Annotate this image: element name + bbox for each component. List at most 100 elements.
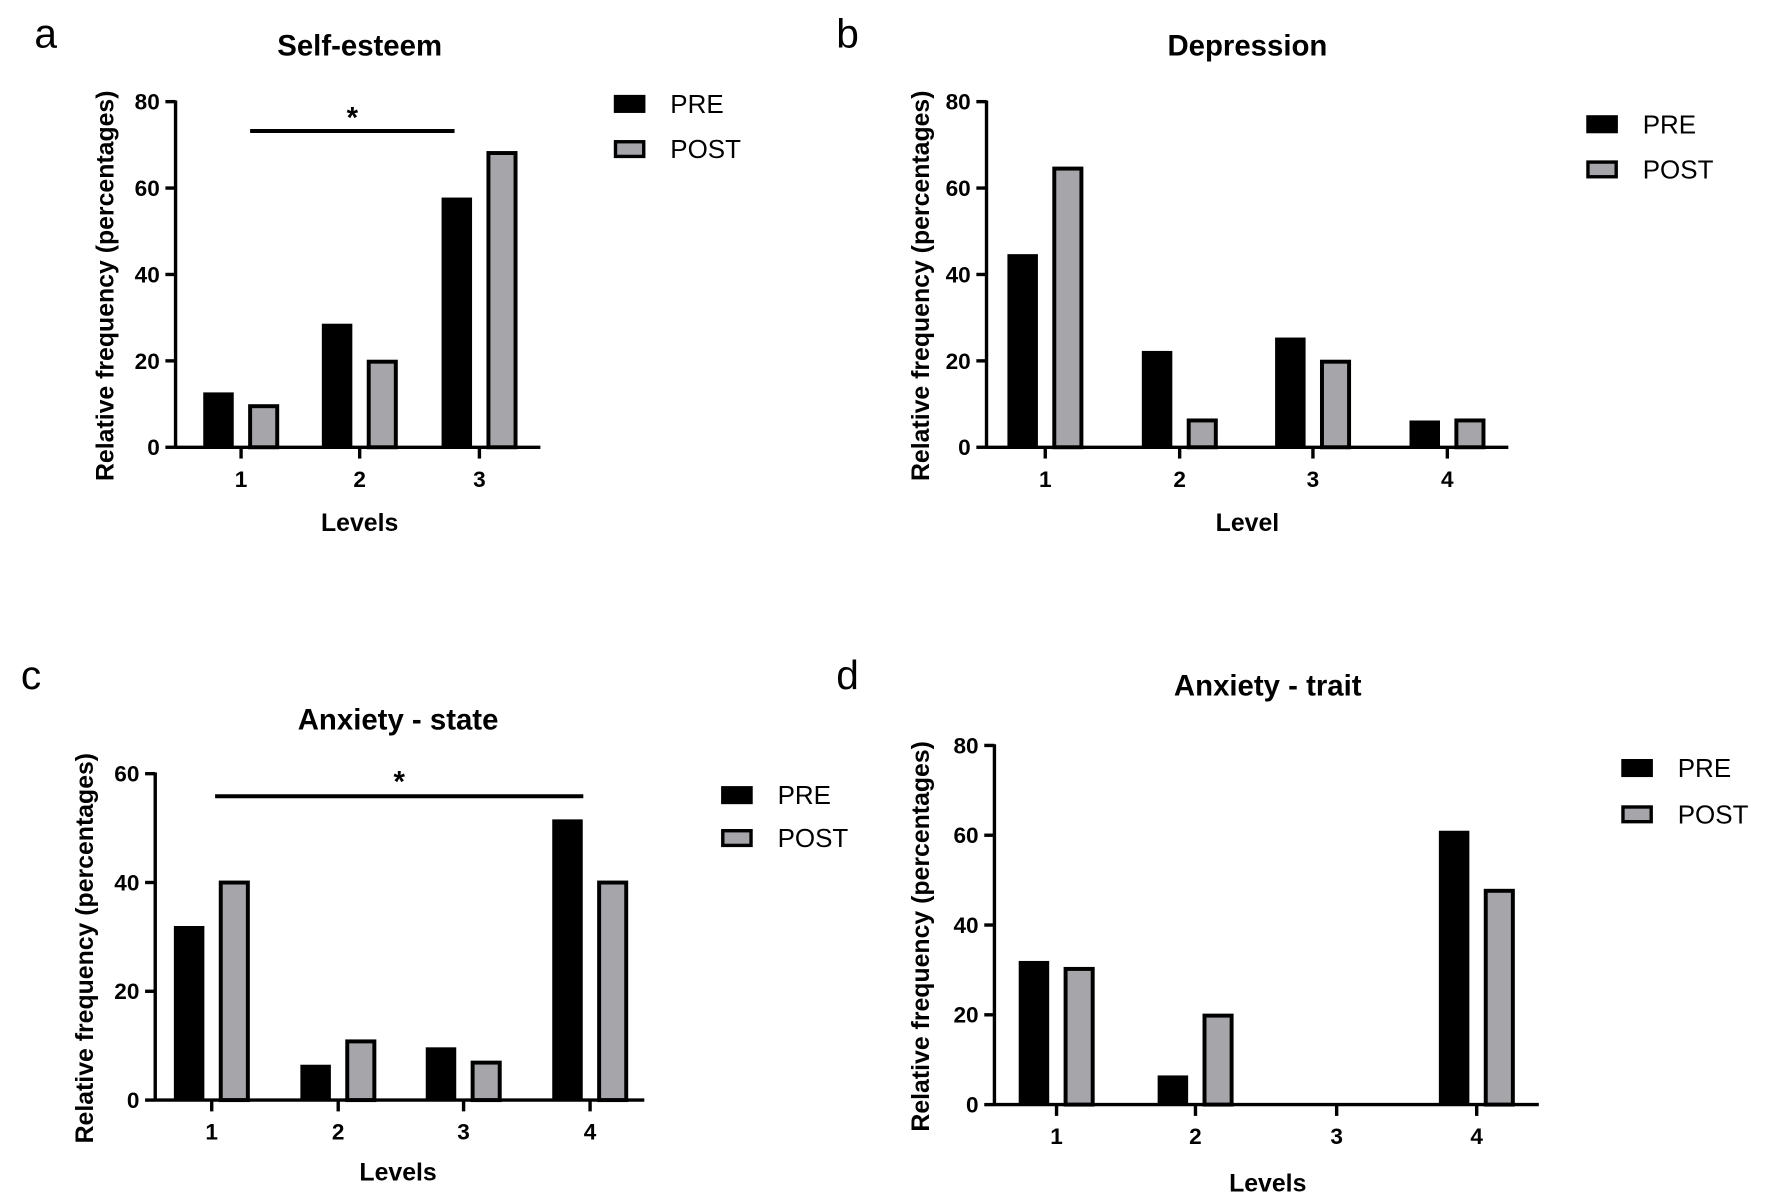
legend-label-post: POST — [670, 134, 741, 164]
bar-post-level-4 — [597, 880, 629, 1103]
bar-post-level-1 — [248, 404, 280, 450]
legend-swatch-post — [721, 829, 753, 848]
y-tick-label: 40 — [135, 262, 160, 287]
bar-pre-level-2 — [300, 1064, 331, 1101]
y-axis-label: Relative frequency (percentages) — [92, 91, 119, 482]
y-tick-label: 60 — [946, 176, 971, 201]
x-axis-label: Levels — [359, 1159, 436, 1186]
x-tick-label: 4 — [1470, 1124, 1483, 1149]
panel-letter: c — [21, 652, 41, 698]
bar-post-level-3 — [470, 1060, 502, 1103]
bar-pre-level-4 — [552, 819, 583, 1101]
bar-pre-level-1 — [1018, 960, 1050, 1105]
bar-post-level-2 — [1202, 1013, 1234, 1107]
panel-d: d Anxiety - trait 0 20 40 60 80 1 2 3 4 Levels Relat… — [836, 652, 1748, 1198]
legend-swatch-pre — [613, 94, 646, 113]
bar-post-level-3 — [486, 151, 518, 450]
y-tick-label: 80 — [135, 90, 160, 115]
legend: PRE POST — [721, 780, 848, 853]
bar-post-level-2 — [366, 359, 398, 450]
y-tick-label: 80 — [946, 90, 971, 115]
y-tick-label: 40 — [953, 913, 978, 938]
bar-pre-level-3 — [425, 1047, 457, 1101]
chart-title: Anxiety - trait — [1174, 670, 1362, 703]
bar-pre-level-1 — [203, 392, 234, 448]
legend-swatch-pre — [1621, 758, 1653, 778]
bar-post-level-1 — [1052, 166, 1084, 450]
bar-pre-level-1 — [173, 926, 205, 1101]
x-tick-label: 2 — [332, 1120, 345, 1145]
y-tick-label: 20 — [114, 979, 139, 1004]
legend: PRE POST — [613, 89, 741, 164]
panel-a: a Self-esteem 0 20 40 60 80 1 2 3 Levels Relative f… — [34, 10, 741, 536]
bar-pre-level-2 — [1157, 1075, 1189, 1105]
legend-swatch-post — [1621, 805, 1653, 824]
y-tick-label: 0 — [147, 435, 160, 460]
y-tick-label: 20 — [135, 349, 160, 374]
x-tick-label: 2 — [1189, 1124, 1202, 1149]
x-tick-label: 1 — [1050, 1124, 1063, 1149]
x-tick-label: 3 — [457, 1120, 470, 1145]
bar-post-level-3 — [1319, 359, 1352, 450]
legend-label-pre: PRE — [778, 780, 831, 810]
legend-label-post: POST — [1678, 799, 1749, 829]
x-axis-label: Level — [1216, 510, 1280, 537]
legend-swatch-post — [1586, 160, 1618, 179]
bar-pre-level-4 — [1409, 420, 1440, 448]
legend-swatch-pre — [1586, 115, 1618, 134]
y-tick-label: 60 — [135, 176, 160, 201]
y-tick-label: 40 — [946, 262, 971, 287]
legend: PRE POST — [1621, 753, 1749, 829]
significance-star: * — [393, 766, 405, 799]
bar-post-level-4 — [1483, 888, 1515, 1107]
panel-letter: b — [836, 10, 859, 56]
bar-pre-level-2 — [321, 323, 353, 448]
x-axis-label: Levels — [321, 510, 398, 537]
x-tick-label: 1 — [1039, 467, 1052, 492]
y-tick-label: 60 — [953, 823, 978, 848]
panel-letter: a — [34, 10, 57, 56]
y-tick-label: 20 — [946, 349, 971, 374]
bar-post-level-2 — [345, 1039, 377, 1103]
legend-label-pre: PRE — [1678, 753, 1731, 783]
legend-label-post: POST — [1643, 154, 1714, 184]
y-axis-label: Relative frequency (percentages) — [908, 741, 935, 1131]
bar-post-level-1 — [1063, 966, 1095, 1107]
legend-swatch-pre — [721, 786, 753, 805]
significance-star: * — [347, 102, 359, 135]
y-tick-label: 20 — [953, 1003, 978, 1028]
legend-label-pre: PRE — [670, 89, 723, 119]
legend-swatch-post — [613, 140, 646, 159]
y-tick-label: 0 — [966, 1093, 979, 1118]
legend-label-pre: PRE — [1643, 109, 1696, 139]
bar-pre-level-4 — [1438, 830, 1470, 1105]
chart-title: Anxiety - state — [298, 704, 499, 737]
bar-pre-level-1 — [1007, 254, 1038, 448]
x-tick-label: 1 — [205, 1120, 218, 1145]
x-axis-label: Levels — [1229, 1171, 1306, 1198]
chart-title: Depression — [1167, 29, 1327, 62]
bar-post-level-4 — [1454, 418, 1486, 450]
x-tick-label: 4 — [1441, 467, 1454, 492]
x-tick-label: 2 — [1173, 467, 1186, 492]
x-tick-label: 3 — [1330, 1124, 1343, 1149]
y-tick-label: 60 — [114, 762, 139, 787]
bar-pre-level-3 — [441, 197, 473, 448]
bar-pre-level-2 — [1141, 350, 1173, 448]
x-tick-label: 4 — [584, 1120, 597, 1145]
x-tick-label: 3 — [1307, 467, 1320, 492]
y-axis-label: Relative frequency (percentages) — [908, 91, 935, 482]
panel-c: c Anxiety - state 0 20 40 60 1 2 3 4 Levels Relativ… — [21, 652, 849, 1186]
legend: PRE POST — [1586, 109, 1714, 184]
x-tick-label: 1 — [235, 467, 248, 492]
legend-label-post: POST — [778, 823, 849, 853]
bar-post-level-2 — [1186, 418, 1218, 450]
chart-title: Self-esteem — [277, 29, 442, 62]
y-tick-label: 80 — [953, 733, 978, 758]
bar-pre-level-3 — [1275, 337, 1306, 448]
x-tick-label: 2 — [353, 467, 366, 492]
y-axis-label: Relative frequency (percentages) — [72, 753, 99, 1144]
bar-post-level-1 — [218, 880, 250, 1103]
y-tick-label: 0 — [958, 435, 971, 460]
